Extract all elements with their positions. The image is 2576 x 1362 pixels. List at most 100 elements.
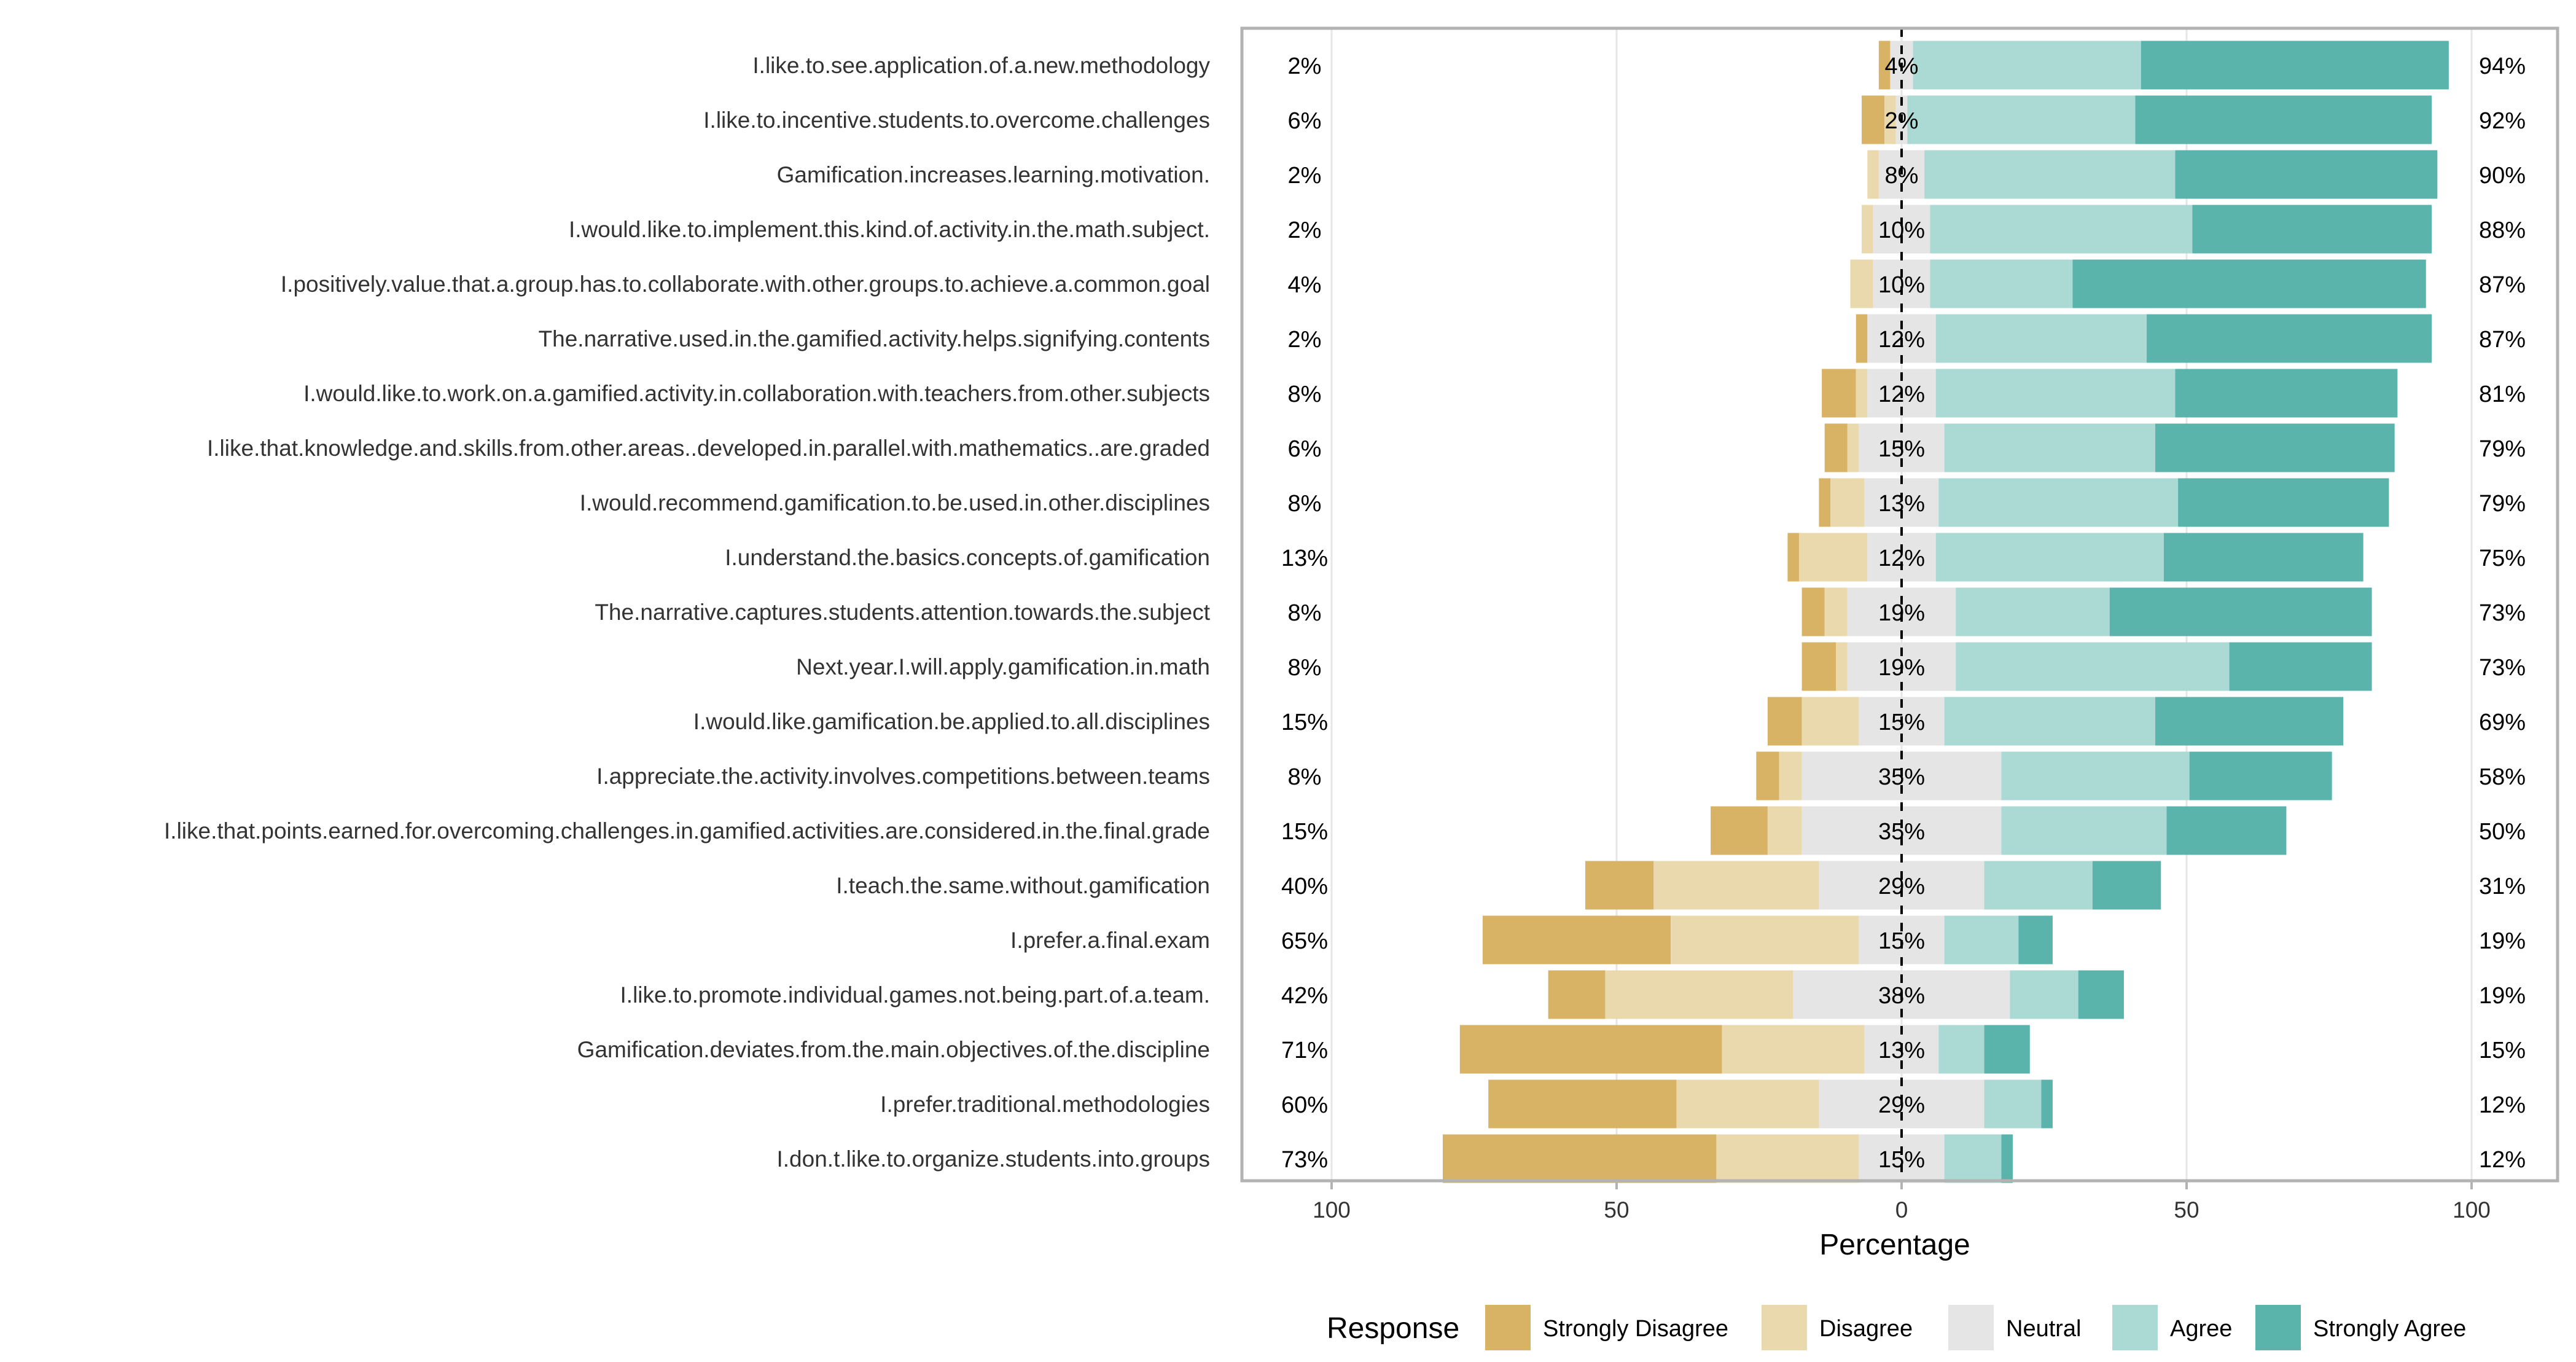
legend-label-strongly-agree: Strongly Agree bbox=[2313, 1316, 2466, 1342]
high-percent-18: 19% bbox=[2479, 983, 2526, 1009]
neutral-percent-3: 8% bbox=[1885, 163, 1919, 189]
bar-disagree-row-10 bbox=[1798, 533, 1868, 582]
x-tick-label-3: 50 bbox=[2174, 1197, 2199, 1223]
bar-neutral-row-11 bbox=[1847, 587, 1956, 636]
legend-key-strongly-agree bbox=[2255, 1305, 2301, 1350]
low-percent-14: 8% bbox=[1288, 764, 1322, 790]
bar-strongly-disagree-row-14 bbox=[1756, 751, 1779, 800]
neutral-percent-13: 15% bbox=[1878, 710, 1925, 735]
item-label-18: I.like.to.promote.individual.games.not.b… bbox=[620, 982, 1210, 1008]
item-label-17: I.prefer.a.final.exam bbox=[1010, 928, 1210, 953]
low-percent-13: 15% bbox=[1281, 710, 1328, 735]
high-percent-14: 58% bbox=[2479, 764, 2526, 790]
bar-neutral-row-5 bbox=[1873, 259, 1930, 308]
bar-strongly-agree-row-3 bbox=[2175, 150, 2438, 199]
bar-disagree-row-18 bbox=[1605, 970, 1793, 1019]
legend-label-disagree: Disagree bbox=[1819, 1316, 1913, 1342]
bar-disagree-row-8 bbox=[1847, 423, 1859, 472]
item-label-12: Next.year.I.will.apply.gamification.in.m… bbox=[796, 654, 1210, 679]
item-label-19: Gamification.deviates.from.the.main.obje… bbox=[577, 1037, 1210, 1062]
bar-agree-row-12 bbox=[1956, 642, 2230, 691]
high-percent-2: 92% bbox=[2479, 108, 2526, 134]
neutral-percent-4: 10% bbox=[1878, 217, 1925, 243]
item-label-4: I.would.like.to.implement.this.kind.of.a… bbox=[569, 217, 1210, 242]
bar-strongly-agree-row-8 bbox=[2155, 423, 2395, 472]
legend: Response Strongly Disagree Disagree Neutra… bbox=[1327, 1305, 2466, 1350]
bar-strongly-agree-row-2 bbox=[2135, 95, 2432, 144]
high-percent-15: 50% bbox=[2479, 819, 2526, 845]
low-percent-2: 6% bbox=[1288, 108, 1322, 134]
bar-strongly-agree-row-7 bbox=[2175, 369, 2398, 418]
bar-agree-row-3 bbox=[1924, 150, 2176, 199]
bar-strongly-disagree-row-9 bbox=[1819, 478, 1830, 527]
high-percent-8: 79% bbox=[2479, 436, 2526, 462]
bar-strongly-disagree-row-2 bbox=[1862, 95, 1885, 144]
bar-strongly-agree-row-15 bbox=[2166, 806, 2287, 855]
item-label-9: I.would.recommend.gamification.to.be.use… bbox=[580, 490, 1210, 515]
low-percent-8: 6% bbox=[1288, 436, 1322, 462]
neutral-percent-5: 10% bbox=[1878, 272, 1925, 298]
neutral-percent-15: 35% bbox=[1878, 819, 1925, 845]
low-percent-11: 8% bbox=[1288, 600, 1322, 626]
neutral-percent-8: 15% bbox=[1878, 436, 1925, 462]
bar-agree-row-7 bbox=[1935, 369, 2176, 418]
low-percent-12: 8% bbox=[1288, 655, 1322, 681]
bar-strongly-agree-row-16 bbox=[2092, 861, 2161, 910]
bar-disagree-row-12 bbox=[1836, 642, 1848, 691]
bar-strongly-disagree-row-13 bbox=[1767, 697, 1802, 746]
bar-strongly-disagree-row-19 bbox=[1459, 1025, 1722, 1074]
bar-agree-row-13 bbox=[1944, 697, 2155, 746]
x-tick-label-4: 100 bbox=[2453, 1197, 2491, 1223]
low-percent-10: 13% bbox=[1281, 546, 1328, 571]
low-percent-15: 15% bbox=[1281, 819, 1328, 845]
x-tick-label-0: 100 bbox=[1313, 1197, 1351, 1223]
high-percent-17: 19% bbox=[2479, 928, 2526, 954]
low-percent-7: 8% bbox=[1288, 382, 1322, 407]
bar-strongly-agree-row-12 bbox=[2229, 642, 2372, 691]
legend-key-disagree bbox=[1762, 1305, 1807, 1350]
neutral-percent-14: 35% bbox=[1878, 764, 1925, 790]
low-percent-3: 2% bbox=[1288, 163, 1322, 189]
bar-agree-row-9 bbox=[1938, 478, 2179, 527]
bar-strongly-agree-row-21 bbox=[2001, 1134, 2013, 1183]
legend-label-neutral: Neutral bbox=[2006, 1316, 2082, 1342]
bar-disagree-row-2 bbox=[1884, 95, 1896, 144]
neutral-percent-7: 12% bbox=[1878, 382, 1925, 407]
bar-agree-row-4 bbox=[1930, 205, 2193, 254]
bar-agree-row-10 bbox=[1935, 533, 2164, 582]
bar-strongly-disagree-row-16 bbox=[1585, 861, 1654, 910]
bar-agree-row-8 bbox=[1944, 423, 2155, 472]
bar-agree-row-17 bbox=[1944, 915, 2019, 965]
x-tick-label-2: 0 bbox=[1895, 1197, 1908, 1223]
item-label-21: I.don.t.like.to.organize.students.into.g… bbox=[777, 1146, 1211, 1172]
item-label-14: I.appreciate.the.activity.involves.compe… bbox=[596, 764, 1210, 789]
bar-strongly-agree-row-19 bbox=[1984, 1025, 2030, 1074]
high-percent-21: 12% bbox=[2479, 1147, 2526, 1173]
legend-title: Response bbox=[1327, 1312, 1459, 1345]
bar-strongly-agree-row-14 bbox=[2189, 751, 2332, 800]
neutral-percent-9: 13% bbox=[1878, 491, 1925, 517]
bar-strongly-disagree-row-11 bbox=[1801, 587, 1825, 636]
bar-disagree-row-5 bbox=[1850, 259, 1873, 308]
high-percent-5: 87% bbox=[2479, 272, 2526, 298]
high-percent-13: 69% bbox=[2479, 710, 2526, 735]
bar-agree-row-6 bbox=[1935, 314, 2147, 363]
bar-strongly-disagree-row-10 bbox=[1787, 533, 1799, 582]
bar-disagree-row-19 bbox=[1722, 1025, 1865, 1074]
high-percent-7: 81% bbox=[2479, 382, 2526, 407]
bar-agree-row-16 bbox=[1984, 861, 2093, 910]
neutral-percent-20: 29% bbox=[1878, 1092, 1925, 1118]
bar-strongly-disagree-row-15 bbox=[1711, 806, 1768, 855]
low-percent-16: 40% bbox=[1281, 874, 1328, 899]
bar-disagree-row-13 bbox=[1801, 697, 1859, 746]
item-label-15: I.like.that.points.earned.for.overcoming… bbox=[164, 818, 1210, 843]
legend-key-neutral bbox=[1948, 1305, 1994, 1350]
bar-strongly-agree-row-20 bbox=[2041, 1079, 2053, 1129]
bar-disagree-row-16 bbox=[1653, 861, 1819, 910]
high-percent-12: 73% bbox=[2479, 655, 2526, 681]
item-label-11: The.narrative.captures.students.attentio… bbox=[595, 600, 1210, 625]
neutral-percent-18: 38% bbox=[1878, 983, 1925, 1009]
bar-strongly-agree-row-4 bbox=[2192, 205, 2432, 254]
bar-strongly-agree-row-1 bbox=[2141, 41, 2449, 90]
bar-agree-row-1 bbox=[1913, 41, 2141, 90]
